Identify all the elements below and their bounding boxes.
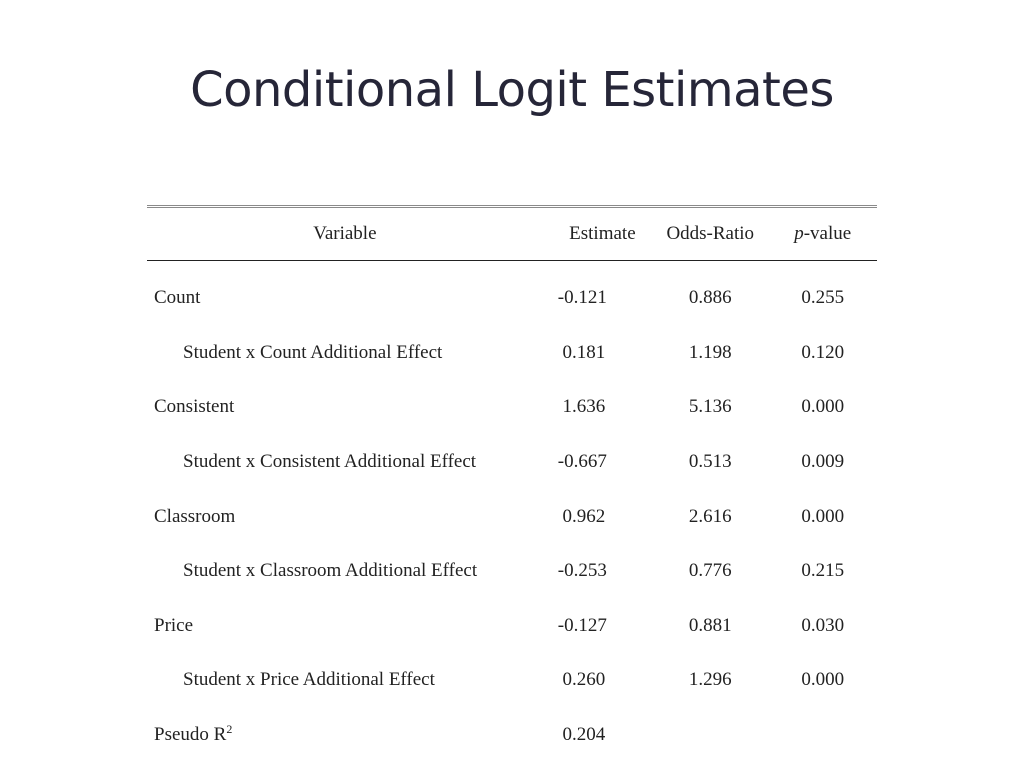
header-variable: Variable — [147, 208, 543, 261]
table-row: Classroom 0.962 2.616 0.000 — [147, 489, 877, 544]
row-p-value: 0.030 — [801, 614, 845, 636]
row-p-value: 0.009 — [801, 451, 845, 473]
row-estimate: -0.127 — [557, 614, 607, 636]
row-estimate: 1.636 — [557, 396, 606, 418]
row-p-value: 0.000 — [801, 669, 845, 691]
row-estimate: 0.962 — [557, 505, 606, 527]
row-odds-ratio: 0.513 — [688, 451, 732, 473]
row-odds-ratio: 2.616 — [688, 505, 732, 527]
table-body: Count -0.121 0.886 0.255 Student x Count… — [147, 261, 877, 763]
row-p-value: 0.000 — [801, 505, 845, 527]
row-label: Count — [154, 287, 201, 309]
row-odds-ratio: 1.296 — [688, 669, 732, 691]
pseudo-r2-superscript: 2 — [226, 722, 233, 737]
table-row: Student x Consistent Additional Effect -… — [147, 435, 877, 490]
pseudo-r2-label: Pseudo R2 — [147, 708, 543, 763]
row-label: Consistent — [154, 396, 235, 418]
table-row: Student x Count Additional Effect 0.181 … — [147, 326, 877, 381]
row-label: Student x Consistent Additional Effect — [183, 451, 477, 473]
header-p-rest: -value — [803, 223, 852, 244]
row-odds-ratio: 5.136 — [688, 396, 732, 418]
pseudo-r2-p-value-empty — [768, 708, 877, 763]
row-label: Price — [154, 614, 194, 636]
pseudo-r2-label-text: Pseudo R — [154, 724, 227, 746]
table-row: Count -0.121 0.886 0.255 — [147, 261, 877, 326]
header-estimate: Estimate — [542, 208, 653, 261]
row-odds-ratio: 0.881 — [688, 614, 732, 636]
row-p-value: 0.000 — [801, 396, 845, 418]
logit-estimates-table: Variable Estimate Odds-Ratio p-value Cou… — [147, 208, 877, 762]
header-p-value: p-value — [768, 208, 877, 261]
table-row: Price -0.127 0.881 0.030 — [147, 599, 877, 654]
row-estimate: 0.260 — [557, 669, 606, 691]
row-label: Classroom — [154, 505, 236, 527]
slide-title: Conditional Logit Estimates — [190, 62, 834, 118]
header-p-italic: p — [794, 223, 804, 244]
table-header: Variable Estimate Odds-Ratio p-value — [147, 208, 877, 261]
row-odds-ratio: 0.776 — [688, 560, 732, 582]
pseudo-r2-odds-ratio-empty — [652, 708, 768, 763]
header-odds-ratio: Odds-Ratio — [652, 208, 769, 261]
row-estimate: -0.253 — [557, 560, 607, 582]
table-row: Consistent 1.636 5.136 0.000 — [147, 380, 877, 435]
row-odds-ratio: 0.886 — [688, 287, 732, 309]
header-row: Variable Estimate Odds-Ratio p-value — [147, 208, 877, 261]
row-p-value: 0.255 — [801, 287, 845, 309]
row-label: Student x Count Additional Effect — [183, 341, 443, 363]
row-estimate: -0.667 — [557, 451, 607, 473]
row-odds-ratio: 1.198 — [688, 341, 732, 363]
pseudo-r2-estimate: 0.204 — [557, 724, 606, 746]
pseudo-r2-row: Pseudo R2 0.204 — [147, 708, 877, 763]
table-row: Student x Price Additional Effect 0.260 … — [147, 653, 877, 708]
table-row: Student x Classroom Additional Effect -0… — [147, 544, 877, 599]
row-label: Student x Price Additional Effect — [183, 669, 435, 691]
row-p-value: 0.215 — [801, 560, 845, 582]
row-estimate: 0.181 — [557, 341, 606, 363]
row-label: Student x Classroom Additional Effect — [183, 560, 478, 582]
row-estimate: -0.121 — [557, 287, 607, 309]
row-p-value: 0.120 — [801, 341, 845, 363]
results-table-container: Variable Estimate Odds-Ratio p-value Cou… — [147, 205, 877, 762]
table-top-rule — [147, 205, 877, 208]
